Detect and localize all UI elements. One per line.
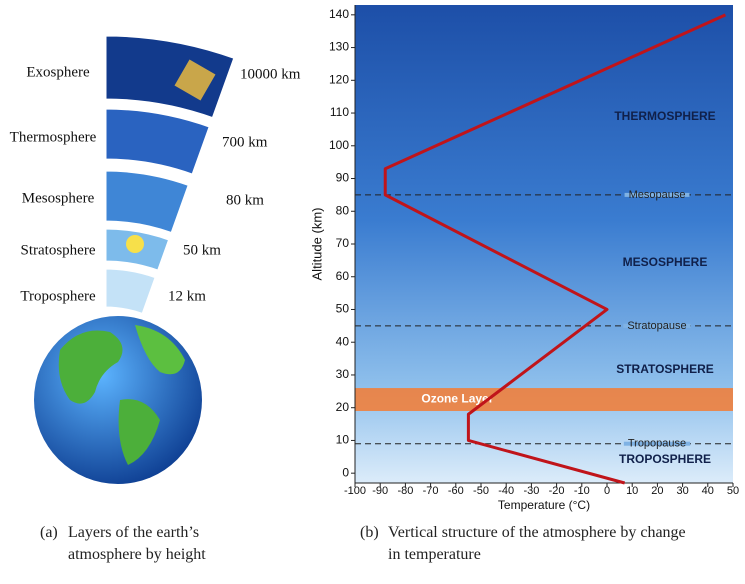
y-tick-label: 70 [336, 236, 350, 250]
region-label: MESOSPHERE [623, 255, 708, 269]
reference-label: Stratopause [627, 320, 686, 332]
x-tick-label: -10 [574, 485, 590, 497]
x-tick-label: 10 [626, 485, 638, 497]
x-tick-label: 20 [651, 485, 663, 497]
temperature-line [383, 13, 727, 485]
y-tick-label: 90 [336, 171, 350, 185]
atmosphere-wedge [103, 33, 237, 317]
reference-label-bg [624, 192, 690, 197]
layer-band [103, 106, 213, 178]
layer-name: Stratosphere [21, 242, 96, 258]
y-tick-label: 110 [330, 105, 349, 119]
caption: (b) Vertical structure of the atmosphere … [360, 522, 700, 566]
balloon [126, 235, 144, 253]
layer-height: 50 km [183, 242, 221, 258]
caption-tag: (b) [360, 524, 379, 541]
layer-band [103, 266, 159, 317]
region-label: THERMOSPHERE [614, 109, 715, 123]
x-tick-label: 0 [604, 485, 610, 497]
region-label: TROPOSPHERE [619, 452, 711, 466]
x-tick-label: -80 [397, 485, 413, 497]
x-tick-label: -50 [473, 485, 489, 497]
caption: (a) Layers of the earth’s atmosphere by h… [40, 522, 280, 566]
y-tick-label: 130 [329, 40, 349, 54]
ozone-label: Ozone Layer [421, 392, 493, 406]
y-tick-label: 140 [329, 7, 349, 21]
reference-label: Tropopause [628, 438, 686, 450]
layer-name: Mesosphere [22, 190, 95, 206]
ozone-band [355, 388, 733, 411]
layer-name: Troposphere [20, 288, 96, 304]
layer-band [103, 33, 237, 121]
x-tick-label: -100 [344, 485, 366, 497]
layer-name: Exosphere [26, 64, 90, 80]
caption-tag: (a) [40, 524, 58, 541]
layer-height: 12 km [168, 288, 206, 304]
x-tick-label: -70 [423, 485, 439, 497]
reference-label-bg [623, 441, 691, 446]
y-tick-label: 10 [336, 433, 350, 447]
region-label: STRATOSPHERE [616, 362, 714, 376]
y-tick-label: 60 [336, 269, 350, 283]
y-tick-label: 20 [336, 400, 350, 414]
x-tick-label: 40 [702, 485, 714, 497]
y-tick-label: 120 [329, 72, 349, 86]
reference-label-bg [623, 323, 691, 328]
x-axis-label: Temperature (°C) [498, 498, 590, 512]
y-tick-label: 30 [336, 367, 350, 381]
y-tick-label: 0 [342, 465, 349, 479]
chart: Ozone Layer Mesopause Stratopause Tropopaus… [309, 5, 739, 512]
caption-text: Vertical structure of the atmosphere by … [388, 524, 686, 563]
layer-band [103, 168, 192, 236]
layer-height: 10000 km [240, 66, 301, 82]
layer-height: 80 km [226, 192, 264, 208]
y-tick-label: 100 [329, 138, 349, 152]
x-tick-label: -30 [523, 485, 539, 497]
layer-height: 700 km [222, 134, 268, 150]
x-tick-label: 30 [676, 485, 688, 497]
x-tick-label: -20 [549, 485, 565, 497]
x-tick-label: -90 [372, 485, 388, 497]
x-tick-label: -40 [498, 485, 514, 497]
layer-name: Thermosphere [10, 129, 97, 145]
satellite [174, 59, 216, 101]
y-tick-label: 50 [336, 302, 350, 316]
y-tick-label: 40 [336, 334, 350, 348]
y-axis-label: Altitude (km) [309, 208, 324, 281]
plot-area [355, 5, 733, 483]
earth [34, 316, 202, 484]
caption-text: Layers of the earth’s atmosphere by heig… [68, 524, 206, 563]
x-tick-label: 50 [727, 485, 739, 497]
y-tick-label: 80 [336, 203, 350, 217]
reference-label: Mesopause [629, 189, 686, 201]
x-tick-label: -60 [448, 485, 464, 497]
